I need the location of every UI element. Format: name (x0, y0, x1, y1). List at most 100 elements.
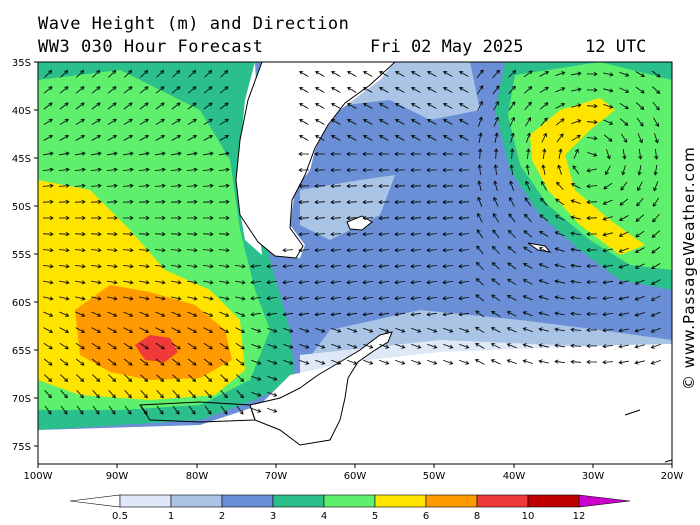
direction-arrow (108, 390, 116, 399)
direction-arrow (427, 87, 437, 93)
colorbar-tick-label: 5 (372, 511, 378, 522)
direction-arrow (170, 167, 182, 172)
direction-arrow (219, 86, 229, 94)
direction-arrow (220, 374, 229, 382)
direction-arrow (203, 280, 214, 285)
direction-arrow (395, 71, 405, 77)
direction-arrow (155, 118, 165, 126)
direction-arrow (618, 280, 629, 285)
direction-arrow (442, 280, 454, 285)
direction-arrow (618, 231, 629, 237)
direction-arrow (635, 230, 645, 238)
lon-label: 80W (186, 471, 209, 482)
direction-arrow (493, 116, 499, 127)
map-title: Wave Height (m) and Direction (38, 14, 350, 34)
direction-arrow (154, 264, 166, 269)
direction-arrow (44, 70, 53, 78)
direction-arrow (123, 296, 134, 301)
direction-arrow (140, 70, 149, 78)
direction-arrow (139, 118, 149, 126)
direction-arrow (43, 118, 53, 126)
direction-arrow (315, 135, 325, 141)
direction-arrow (491, 262, 500, 270)
forecast-time: 12 UTC (585, 37, 647, 57)
direction-arrow (586, 199, 598, 205)
direction-arrow (170, 199, 182, 205)
direction-arrow (426, 199, 438, 205)
direction-arrow (202, 183, 214, 188)
direction-arrow (538, 327, 549, 332)
direction-arrow (586, 247, 598, 253)
direction-arrow (427, 359, 438, 365)
direction-arrow (202, 264, 214, 269)
direction-arrow (509, 196, 515, 207)
direction-arrow (155, 102, 165, 110)
direction-arrow (107, 358, 117, 366)
colorbar-tick-label: 12 (573, 511, 586, 522)
direction-arrow (410, 312, 421, 317)
direction-arrow (442, 296, 454, 301)
direction-arrow (555, 118, 565, 126)
direction-arrow (171, 215, 182, 221)
direction-arrow (331, 135, 341, 141)
direction-arrow (154, 231, 166, 237)
direction-arrow (171, 151, 182, 156)
direction-arrow (219, 215, 230, 221)
direction-arrow (556, 181, 564, 191)
direction-arrow (203, 102, 213, 110)
direction-arrow (508, 85, 516, 94)
direction-arrow (637, 181, 643, 192)
direction-arrow (204, 70, 213, 78)
direction-arrow (90, 264, 102, 269)
direction-arrow (106, 183, 118, 188)
direction-arrow (59, 215, 70, 221)
direction-arrow (107, 102, 117, 110)
direction-arrow (538, 359, 549, 364)
direction-arrow (75, 118, 85, 126)
colorbar-legend: 0.5 1 2 3 4 5 6 8 10 12 (69, 494, 631, 522)
direction-arrow (331, 359, 342, 365)
direction-arrow (459, 343, 470, 349)
direction-arrow (634, 344, 645, 349)
direction-arrow (188, 70, 197, 78)
direction-arrow (235, 296, 246, 301)
direction-arrow (107, 215, 118, 221)
direction-arrow (59, 118, 69, 126)
direction-arrow (347, 103, 357, 109)
direction-arrow (443, 119, 453, 125)
direction-arrow (394, 215, 406, 221)
direction-arrow (426, 280, 438, 285)
direction-arrow (558, 148, 563, 159)
direction-arrow (298, 264, 310, 269)
direction-arrow (379, 135, 389, 141)
direction-arrow (570, 359, 582, 364)
colorbar-tick-label: 4 (321, 511, 327, 522)
direction-arrow (634, 360, 645, 365)
direction-arrow (653, 117, 659, 127)
direction-arrow (314, 183, 326, 189)
direction-arrow (540, 117, 548, 127)
direction-arrow (379, 87, 389, 93)
direction-arrow (171, 86, 181, 94)
direction-arrow (477, 196, 483, 207)
direction-arrow (219, 280, 230, 285)
direction-arrow (493, 196, 499, 207)
direction-arrow (378, 296, 390, 301)
direction-arrow (410, 215, 422, 221)
direction-arrow (522, 343, 533, 348)
colorbar-segment (69, 494, 121, 508)
direction-arrow (570, 327, 582, 332)
direction-arrow (442, 264, 454, 269)
direction-arrow (618, 264, 629, 269)
direction-arrow (107, 151, 118, 156)
direction-arrow (171, 342, 181, 350)
direction-arrow (362, 264, 374, 269)
direction-arrow (90, 183, 102, 188)
direction-arrow (510, 148, 515, 160)
direction-arrow (539, 231, 549, 237)
direction-arrow (426, 167, 438, 173)
direction-arrow (458, 215, 470, 221)
direction-arrow (91, 102, 101, 110)
direction-arrow (554, 263, 565, 268)
direction-arrow (346, 183, 358, 189)
